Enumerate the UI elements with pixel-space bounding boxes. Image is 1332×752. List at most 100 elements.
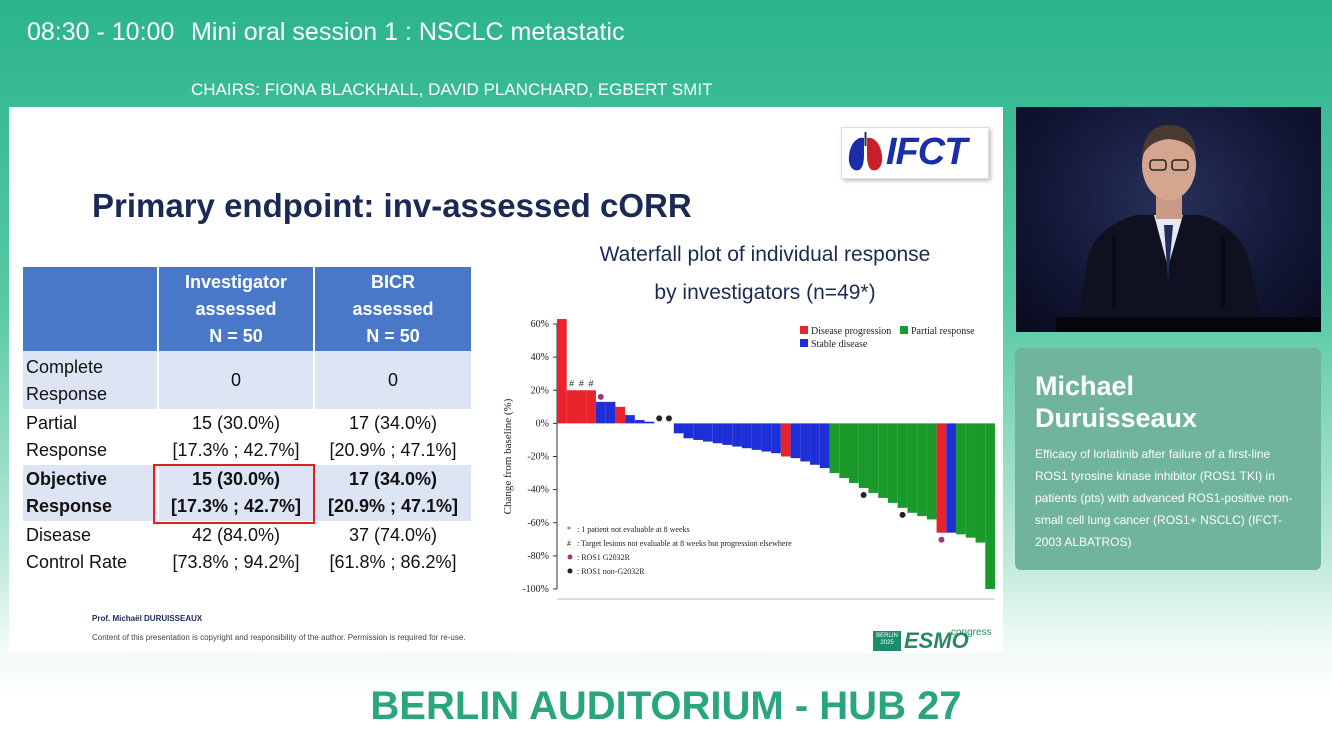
header-line: N = 50: [209, 325, 263, 346]
waterfall-bar: [615, 406, 626, 424]
waterfall-bar: [722, 423, 733, 445]
row-label: Objective Response: [23, 465, 157, 521]
bicr-value: 17 (34.0%) [20.9% ; 47.1%]: [315, 409, 471, 465]
bicr-value: 0: [315, 351, 471, 409]
waterfall-bar: [849, 423, 859, 483]
bar-marker-dot: [899, 511, 906, 518]
investigator-value: 0: [159, 351, 313, 409]
table-row-objective-response: Objective Response 15 (30.0%) [17.3% ; 4…: [23, 465, 471, 521]
waterfall-bar: [858, 423, 869, 488]
slide-title: Primary endpoint: inv-assessed cORR: [92, 187, 692, 224]
value-line: [20.9% ; 47.1%]: [329, 440, 457, 460]
header-line: BICR: [371, 271, 415, 292]
esmo-congress: congress: [951, 627, 992, 638]
y-tick-label: -60%: [527, 518, 549, 529]
bar-marker-hash: #: [569, 378, 574, 388]
waterfall-bar: [703, 423, 713, 442]
session-time: 08:30 - 10:00: [27, 18, 175, 46]
bar-marker-dot: [665, 415, 672, 422]
y-tick-label: -20%: [527, 452, 549, 463]
response-table: Investigator assessed N = 50 BICR assess…: [21, 267, 473, 577]
waterfall-bar: [810, 423, 820, 465]
note-text: : Target lesions not evaluable at 8 week…: [577, 539, 792, 548]
bar-marker-hash: #: [589, 378, 594, 388]
waterfall-bar: [800, 423, 811, 462]
investigator-value: 15 (30.0%) [17.3% ; 42.7%]: [159, 465, 313, 521]
waterfall-bar: [673, 423, 684, 434]
value-line: [17.3% ; 42.7%]: [170, 496, 302, 516]
waterfall-bar: [897, 423, 908, 508]
session-chairs: CHAIRS: FIONA BLACKHALL, DAVID PLANCHARD…: [191, 80, 713, 99]
note-text: : 1 patient not evaluable at 8 weeks: [577, 525, 690, 534]
row-label-line: Objective: [26, 469, 108, 489]
waterfall-bar: [790, 423, 801, 459]
row-label-line: Response: [26, 384, 108, 404]
header-line: Investigator: [184, 271, 288, 292]
bicr-value: 17 (34.0%) [20.9% ; 47.1%]: [315, 465, 471, 521]
ifct-logo-text: IFCT: [886, 131, 967, 173]
value-line: 42 (84.0%): [191, 525, 281, 545]
waterfall-bar: [644, 421, 655, 424]
row-label: Complete Response: [23, 351, 157, 409]
session-title: Mini oral session 1 : NSCLC metastatic: [191, 18, 625, 46]
note-symbol: *: [567, 525, 571, 534]
esmo-word: ESMO: [904, 628, 969, 653]
waterfall-bar: [557, 319, 567, 424]
value-line: [20.9% ; 47.1%]: [327, 496, 459, 516]
waterfall-bar: [956, 423, 966, 535]
waterfall-bar: [839, 423, 849, 479]
speaker-name-line: Duruisseaux: [1035, 403, 1198, 433]
row-label: Disease Control Rate: [23, 521, 157, 577]
header-line: assessed: [195, 298, 277, 319]
waterfall-bar: [907, 423, 918, 513]
bar-marker-dot: [656, 415, 663, 422]
waterfall-bar: [741, 423, 752, 449]
y-tick-label: 40%: [531, 352, 549, 363]
note-text: : ROS1 non-G2032R: [577, 567, 645, 576]
bar-marker-dot: [860, 491, 867, 498]
header-line: assessed: [352, 298, 434, 319]
value-line: 15 (30.0%): [191, 413, 281, 433]
bar-marker-hash: #: [579, 378, 584, 388]
podium: [1056, 317, 1321, 332]
waterfall-bar: [595, 401, 606, 424]
row-label-line: Response: [26, 496, 113, 516]
waterfall-bar: [946, 423, 957, 533]
speaker-figure: [1076, 125, 1264, 332]
waterfall-bar: [761, 423, 772, 452]
waterfall-bar: [751, 423, 762, 450]
note-symbol: #: [567, 539, 571, 548]
value-line: 15 (30.0%): [191, 469, 281, 489]
value-line: [61.8% ; 86.2%]: [329, 552, 457, 572]
lung-icon: [848, 132, 883, 171]
value-line: [73.8% ; 94.2%]: [172, 552, 300, 572]
investigator-value: 15 (30.0%) [17.3% ; 42.7%]: [159, 409, 313, 465]
talk-title: Efficacy of lorlatinib after failure of …: [1035, 447, 1293, 549]
waterfall-chart: Waterfall plot of individual response by …: [502, 243, 995, 600]
table-row: Complete Response 0 0: [23, 351, 471, 409]
waterfall-bar: [634, 420, 645, 424]
waterfall-bar: [975, 423, 986, 543]
legend-swatch: [800, 339, 808, 347]
room-name: BERLIN AUDITORIUM - HUB 27: [370, 684, 962, 728]
waterfall-bar: [586, 390, 596, 424]
note-symbol-dot: [567, 554, 573, 560]
table-row: Disease Control Rate 42 (84.0%) [73.8% ;…: [23, 521, 471, 577]
note-symbol-dot: [567, 568, 573, 574]
y-axis-label: Change from baseline (%): [502, 398, 514, 514]
speaker-video[interactable]: [1016, 107, 1321, 332]
value-line: [17.3% ; 42.7%]: [172, 440, 300, 460]
waterfall-bar: [693, 423, 703, 440]
investigator-value: 42 (84.0%) [73.8% ; 94.2%]: [159, 521, 313, 577]
table-header-empty: [23, 267, 157, 351]
waterfall-bar: [868, 423, 879, 493]
waterfall-bar: [605, 401, 616, 424]
waterfall-bar: [917, 423, 927, 517]
waterfall-bar: [683, 423, 694, 439]
waterfall-bar: [926, 423, 937, 520]
copyright-notice: Content of this presentation is copyrigh…: [92, 633, 466, 642]
presentation-slide: IFCT Primary endpoint: inv-assessed cORR…: [9, 107, 1003, 653]
value-line: 17 (34.0%): [348, 413, 438, 433]
chart-title-line: Waterfall plot of individual response: [600, 243, 931, 266]
bicr-value: 37 (74.0%) [61.8% ; 86.2%]: [315, 521, 471, 577]
